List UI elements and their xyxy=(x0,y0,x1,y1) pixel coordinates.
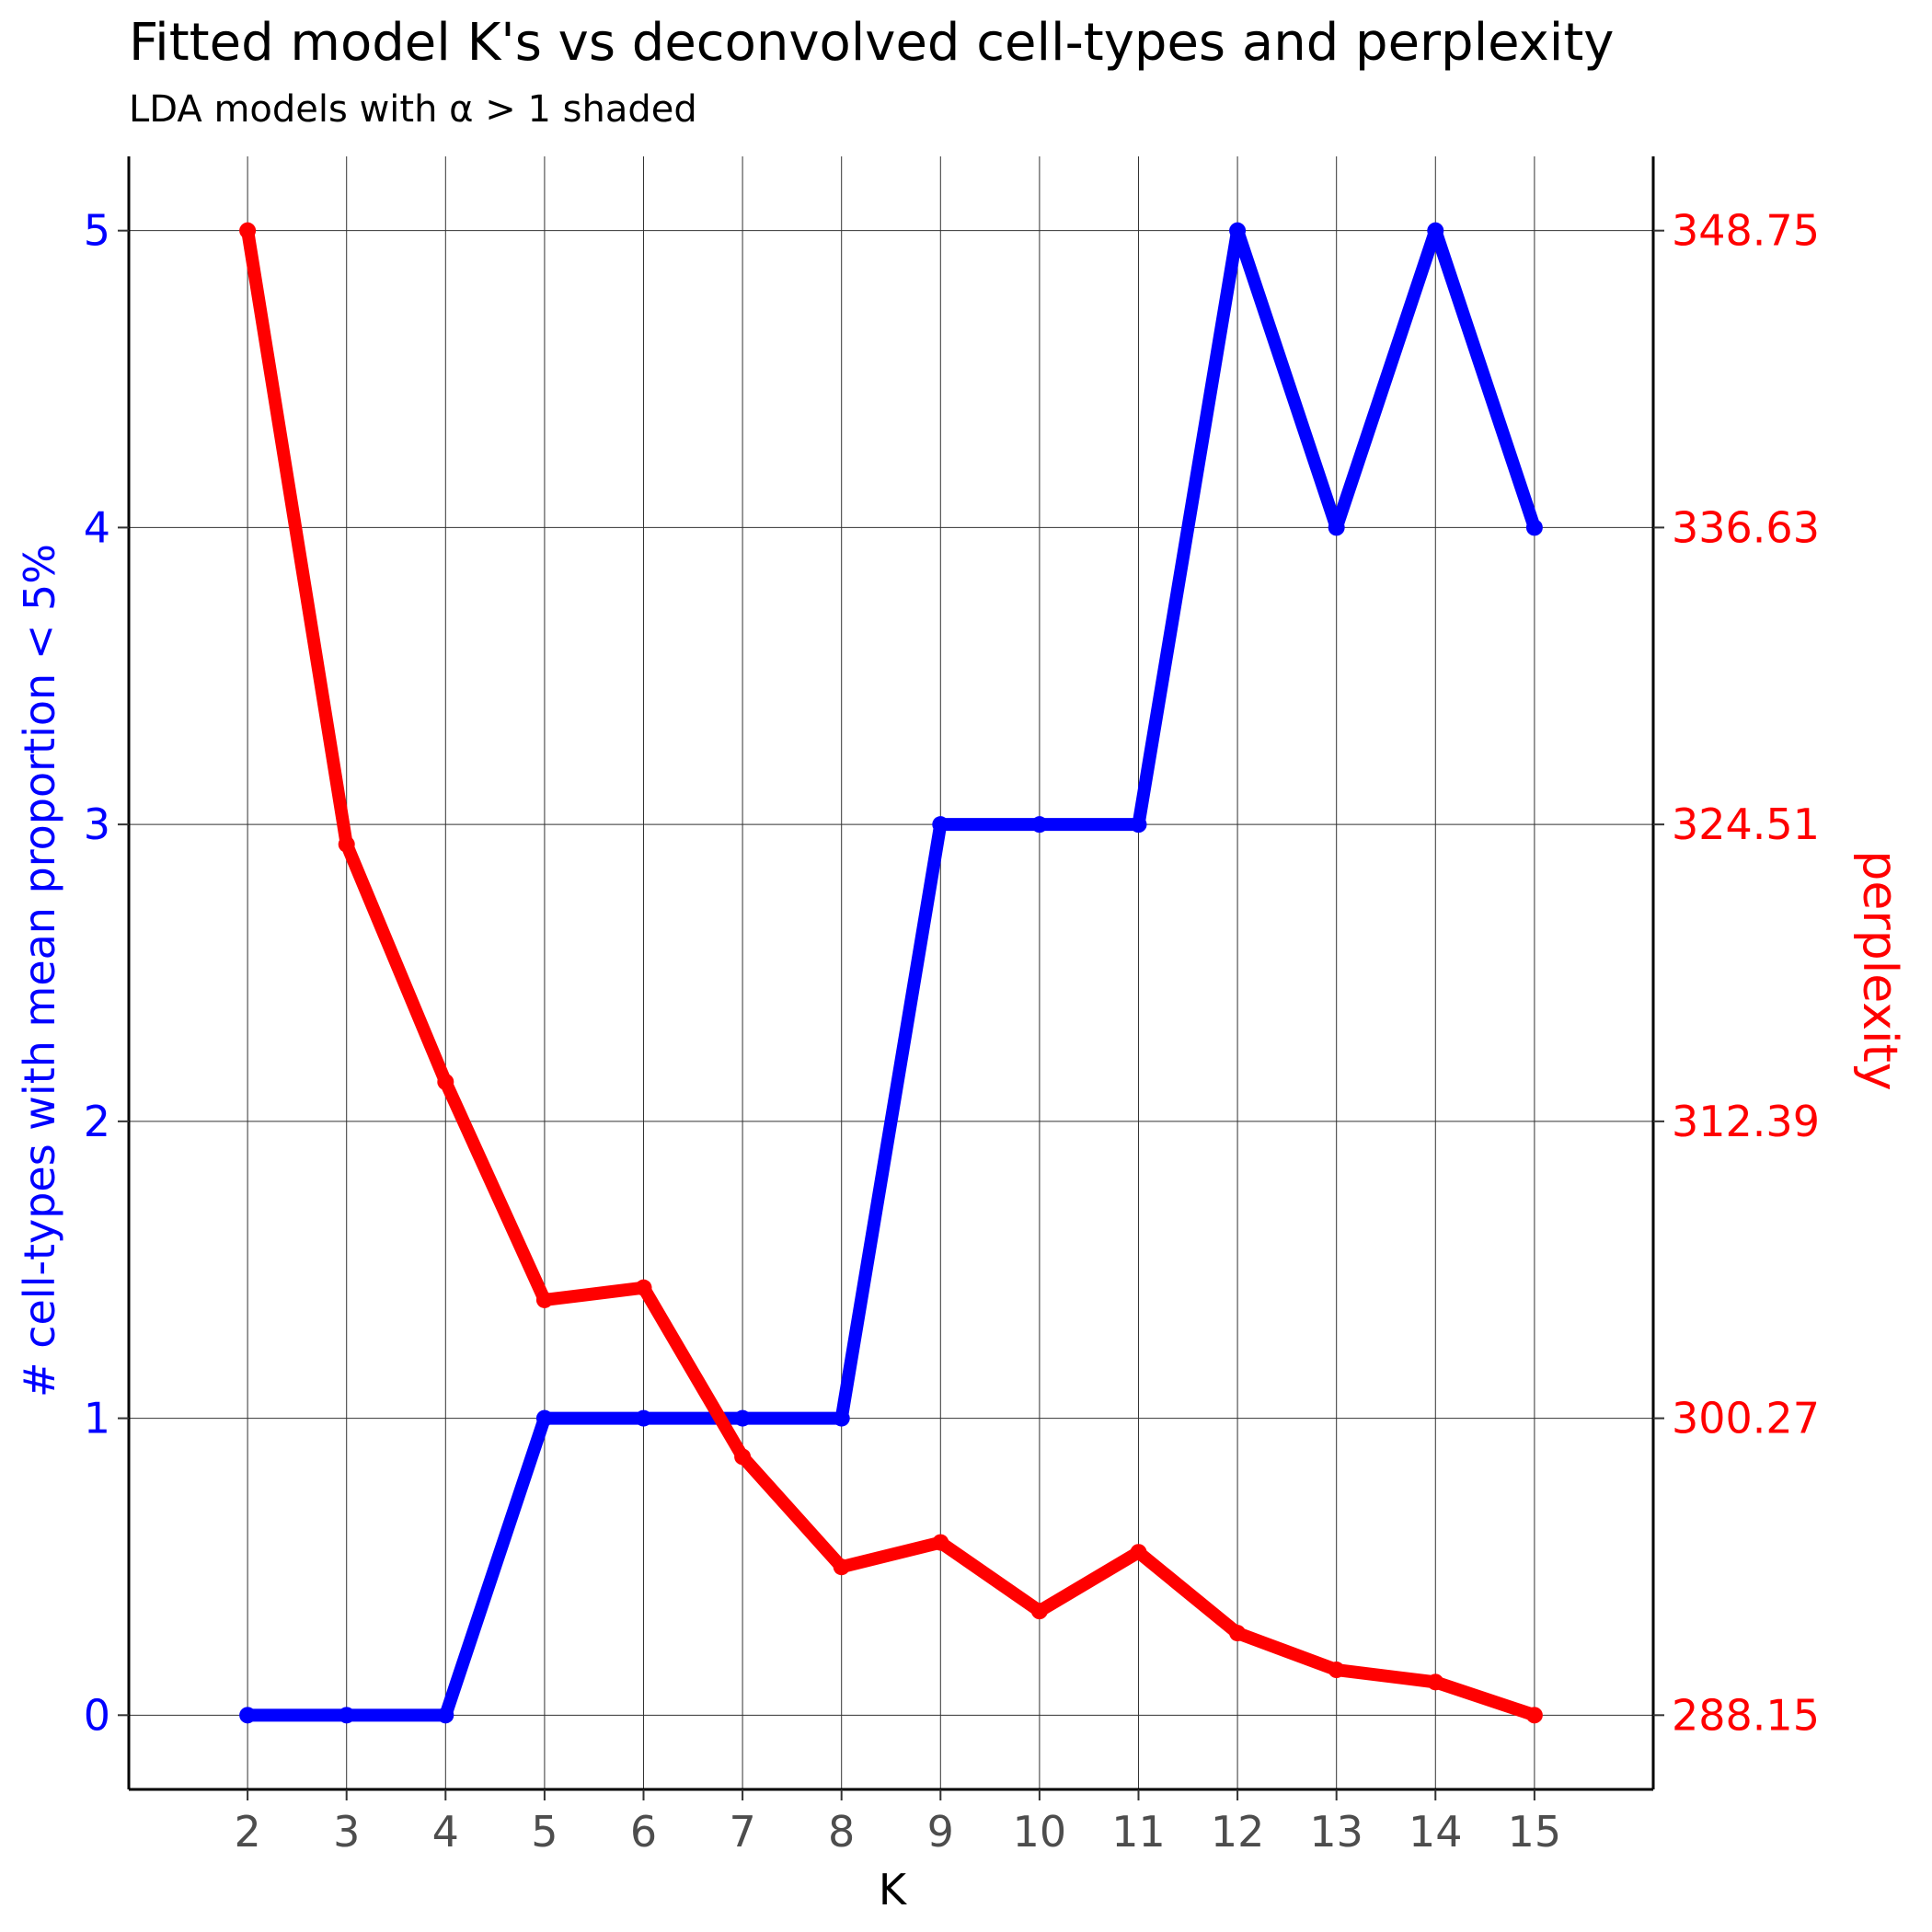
perplexity-point xyxy=(1525,1707,1543,1724)
axes-layer xyxy=(127,156,1655,1791)
perplexity-point xyxy=(239,222,257,239)
perplexity-point xyxy=(535,1291,553,1308)
x-tick-label: 10 xyxy=(1013,1807,1067,1857)
cell-types-point xyxy=(833,1409,850,1427)
x-tick-label: 3 xyxy=(333,1807,360,1857)
cell-types-point xyxy=(635,1409,652,1427)
x-tick-label: 7 xyxy=(729,1807,755,1857)
y-tick-label-left: 4 xyxy=(84,502,110,552)
cell-types-point xyxy=(1328,519,1345,536)
series-layer xyxy=(239,222,1543,1724)
horizontal-gridlines xyxy=(129,230,1653,1716)
cell-types-point xyxy=(1525,519,1543,536)
perplexity-point xyxy=(437,1073,454,1090)
y-tick-label-right: 324.51 xyxy=(1672,799,1820,849)
perplexity-point xyxy=(1229,1625,1247,1642)
x-tick-label: 4 xyxy=(432,1807,459,1857)
ticks-layer: 2 3 4 5 6 7 8 9 10 11 12 13 14 15012345288.15300.2731… xyxy=(84,206,1820,1857)
cell-types-point xyxy=(734,1409,752,1427)
perplexity-point xyxy=(734,1448,752,1466)
x-tick-label: 13 xyxy=(1309,1807,1363,1857)
chart-title: Fitted model K's vs deconvolved cell-typ… xyxy=(129,13,1615,73)
perplexity-series-line xyxy=(241,224,1541,1722)
cell-types-point xyxy=(239,1707,257,1724)
y-tick-label-right: 300.27 xyxy=(1672,1394,1820,1443)
y-tick-label-right: 288.15 xyxy=(1672,1690,1820,1740)
y-axis-label-left: # cell-types with mean proportion < 5% xyxy=(15,544,64,1397)
y-tick-label-right: 348.75 xyxy=(1672,206,1820,256)
cell-types-point xyxy=(535,1409,553,1427)
perplexity-point xyxy=(1030,1603,1048,1620)
cell-types-point xyxy=(1229,222,1247,239)
x-tick-label: 12 xyxy=(1211,1807,1265,1857)
y-tick-label-left: 3 xyxy=(84,799,110,849)
cell-types-point xyxy=(437,1707,454,1724)
cell-types-point xyxy=(932,816,949,834)
cell-types-series-line xyxy=(241,224,1541,1722)
cell-types-point xyxy=(1030,816,1048,834)
y-tick-label-left: 1 xyxy=(84,1394,110,1443)
perplexity-point xyxy=(1328,1662,1345,1679)
perplexity-point xyxy=(1130,1544,1147,1561)
y-tick-label-right: 336.63 xyxy=(1672,502,1820,552)
x-tick-label: 5 xyxy=(531,1807,558,1857)
vertical-gridlines xyxy=(247,156,1535,1789)
perplexity-point xyxy=(833,1558,850,1576)
cell-types-point xyxy=(338,1707,355,1724)
y-tick-label-left: 0 xyxy=(84,1690,110,1740)
y-tick-label-left: 5 xyxy=(84,206,110,256)
x-tick-label: 14 xyxy=(1409,1807,1463,1857)
x-tick-label: 15 xyxy=(1508,1807,1562,1857)
x-tick-label: 9 xyxy=(927,1807,954,1857)
x-tick-label: 2 xyxy=(234,1807,260,1857)
perplexity-point xyxy=(932,1534,949,1551)
chart-subtitle: LDA models with α > 1 shaded xyxy=(129,88,697,131)
x-tick-label: 6 xyxy=(630,1807,657,1857)
x-tick-label: 11 xyxy=(1111,1807,1166,1857)
x-tick-label: 8 xyxy=(828,1807,855,1857)
y-axis-label-right: perplexity xyxy=(1852,850,1907,1090)
y-tick-label-right: 312.39 xyxy=(1672,1097,1820,1146)
x-axis-label: K xyxy=(879,1865,908,1915)
perplexity-point xyxy=(338,835,355,853)
cell-types-point xyxy=(1427,222,1444,239)
cell-types-point xyxy=(1130,816,1147,834)
perplexity-point xyxy=(1427,1673,1444,1691)
y-tick-label-left: 2 xyxy=(84,1097,110,1146)
perplexity-point xyxy=(635,1279,652,1296)
